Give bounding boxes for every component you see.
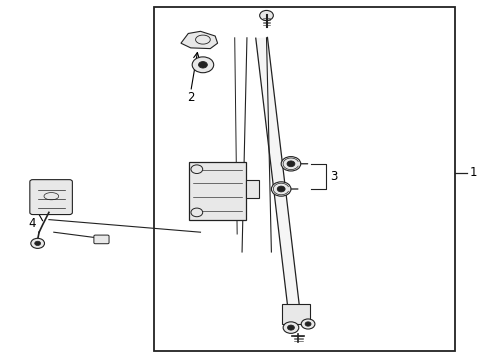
Text: 2: 2: [186, 91, 194, 104]
Text: 4: 4: [28, 217, 36, 230]
Circle shape: [190, 208, 203, 217]
FancyBboxPatch shape: [30, 180, 72, 215]
Circle shape: [31, 238, 44, 248]
Circle shape: [35, 241, 41, 246]
Circle shape: [190, 165, 203, 174]
Circle shape: [259, 10, 273, 21]
Circle shape: [198, 62, 207, 68]
Bar: [154, 7, 454, 351]
Circle shape: [287, 325, 294, 330]
Bar: [282, 304, 309, 324]
Polygon shape: [181, 31, 217, 49]
Circle shape: [281, 157, 300, 171]
Circle shape: [271, 182, 290, 196]
Bar: [189, 162, 245, 220]
Circle shape: [286, 161, 294, 167]
Circle shape: [192, 57, 213, 73]
Circle shape: [283, 322, 298, 333]
Text: 3: 3: [329, 170, 337, 183]
FancyBboxPatch shape: [94, 235, 109, 244]
Polygon shape: [245, 180, 259, 198]
Circle shape: [277, 186, 285, 192]
Circle shape: [305, 322, 310, 326]
Text: 1: 1: [468, 166, 476, 179]
Polygon shape: [255, 37, 301, 326]
Circle shape: [301, 319, 314, 329]
